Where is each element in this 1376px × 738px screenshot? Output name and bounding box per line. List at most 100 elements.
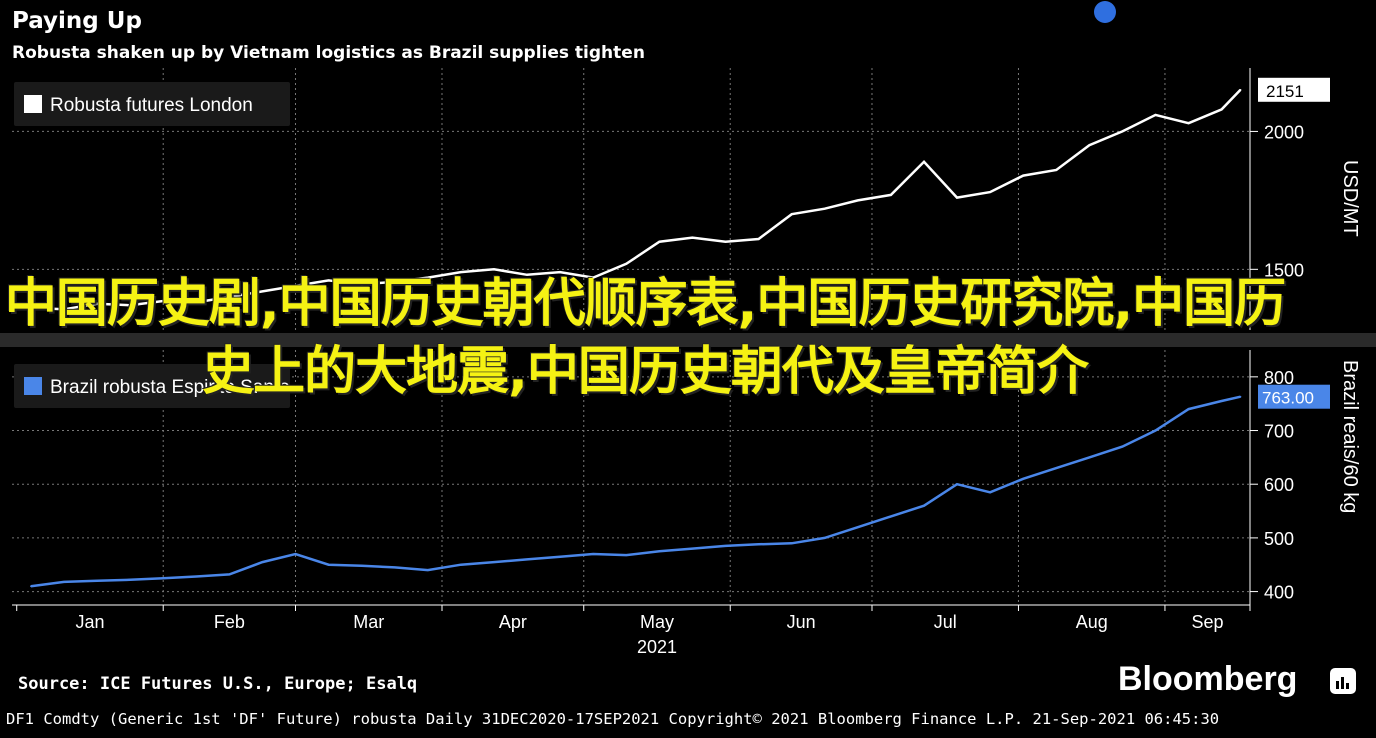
data-point [890,194,892,196]
legend-box [14,82,290,126]
y-tick-label: 2000 [1264,122,1304,142]
data-point [129,304,131,306]
data-point [261,290,264,293]
legend-label: Brazil robusta Espirito Santo [50,377,290,398]
x-tick-label: Jul [934,612,957,632]
data-point [460,271,462,273]
chart-title: Paying Up [12,8,142,34]
panel-separator [0,333,1376,347]
data-point [691,547,694,550]
last-value-box [1258,77,1330,102]
data-point [857,526,859,528]
data-point [1055,169,1058,171]
data-point [1121,445,1124,448]
data-point [1022,478,1024,480]
data-point [30,307,32,309]
data-point [956,196,958,199]
terminal-icon [1330,668,1356,694]
data-point [526,558,528,561]
data-point [327,563,330,566]
data-point [1220,108,1223,111]
x-year-label: 2021 [637,637,677,657]
data-point [493,268,495,271]
data-point [493,561,495,563]
data-point [195,575,198,578]
y-tick-label: 1500 [1264,260,1304,280]
y-tick-label: 600 [1264,475,1294,495]
data-point [625,263,628,265]
data-point [1121,130,1124,133]
footer-copyright: DF1 Comdty (Generic 1st 'DF' Future) rob… [6,710,1220,728]
data-point [427,276,429,279]
data-point [393,566,396,569]
data-point [1220,400,1223,402]
data-point [1088,144,1091,147]
data-point [1239,88,1242,91]
data-point [592,553,594,555]
x-tick-label: Sep [1191,612,1223,632]
data-point [857,199,859,202]
data-point [1239,395,1242,398]
data-point [890,515,892,518]
data-point [1154,114,1157,116]
last-value-box [1258,384,1330,409]
series-line-2 [30,395,1241,588]
data-point [691,236,694,239]
data-point [658,240,661,243]
last-value-label: 763.00 [1262,389,1314,408]
data-point [63,581,65,583]
y-tick-label: 500 [1264,529,1294,549]
x-tick-label: Aug [1076,612,1108,632]
data-point [724,240,727,243]
data-point [129,578,131,581]
data-point [63,308,65,311]
data-point [96,580,98,582]
data-point [923,504,925,507]
data-point [228,573,231,576]
y-tick-label: 800 [1264,368,1294,388]
series-line-1 [30,88,1242,311]
data-point [559,555,561,558]
data-point [1088,456,1091,459]
data-point [294,553,297,555]
data-point [658,550,661,553]
data-point [989,491,991,494]
data-point [757,238,760,240]
data-point [427,569,429,571]
data-point [228,296,231,298]
x-tick-label: Feb [214,612,245,632]
brand-logo: Bloomberg [1118,660,1298,698]
data-point [989,191,991,193]
data-point [724,545,727,547]
x-tick-label: Apr [499,612,527,632]
data-point [261,561,264,563]
data-point [96,303,98,305]
data-point [559,271,561,273]
y-axis-title: Brazil reais/60 kg [1339,360,1361,513]
legend-box [14,364,290,408]
data-point [1187,408,1190,410]
data-point [757,543,760,546]
legend-swatch [24,377,42,395]
data-point [162,577,165,579]
y-tick-label: 400 [1264,583,1294,603]
data-point [195,301,198,304]
data-point [956,483,958,486]
data-point [360,565,363,567]
x-tick-label: Jun [787,612,816,632]
data-point [790,542,793,545]
data-point [923,160,925,163]
chart-subtitle: Robusta shaken up by Vietnam logistics a… [12,43,645,63]
data-point [1022,174,1024,177]
last-value-label: 2151 [1266,82,1304,101]
data-point [592,276,594,279]
source-note: Source: ICE Futures U.S., Europe; Esalq [18,674,418,694]
data-point [625,554,628,556]
y-tick-label: 700 [1264,422,1294,442]
data-point [790,213,793,215]
data-point [526,274,528,276]
x-tick-label: Mar [353,612,384,632]
data-point [327,279,330,282]
data-point [30,585,32,588]
